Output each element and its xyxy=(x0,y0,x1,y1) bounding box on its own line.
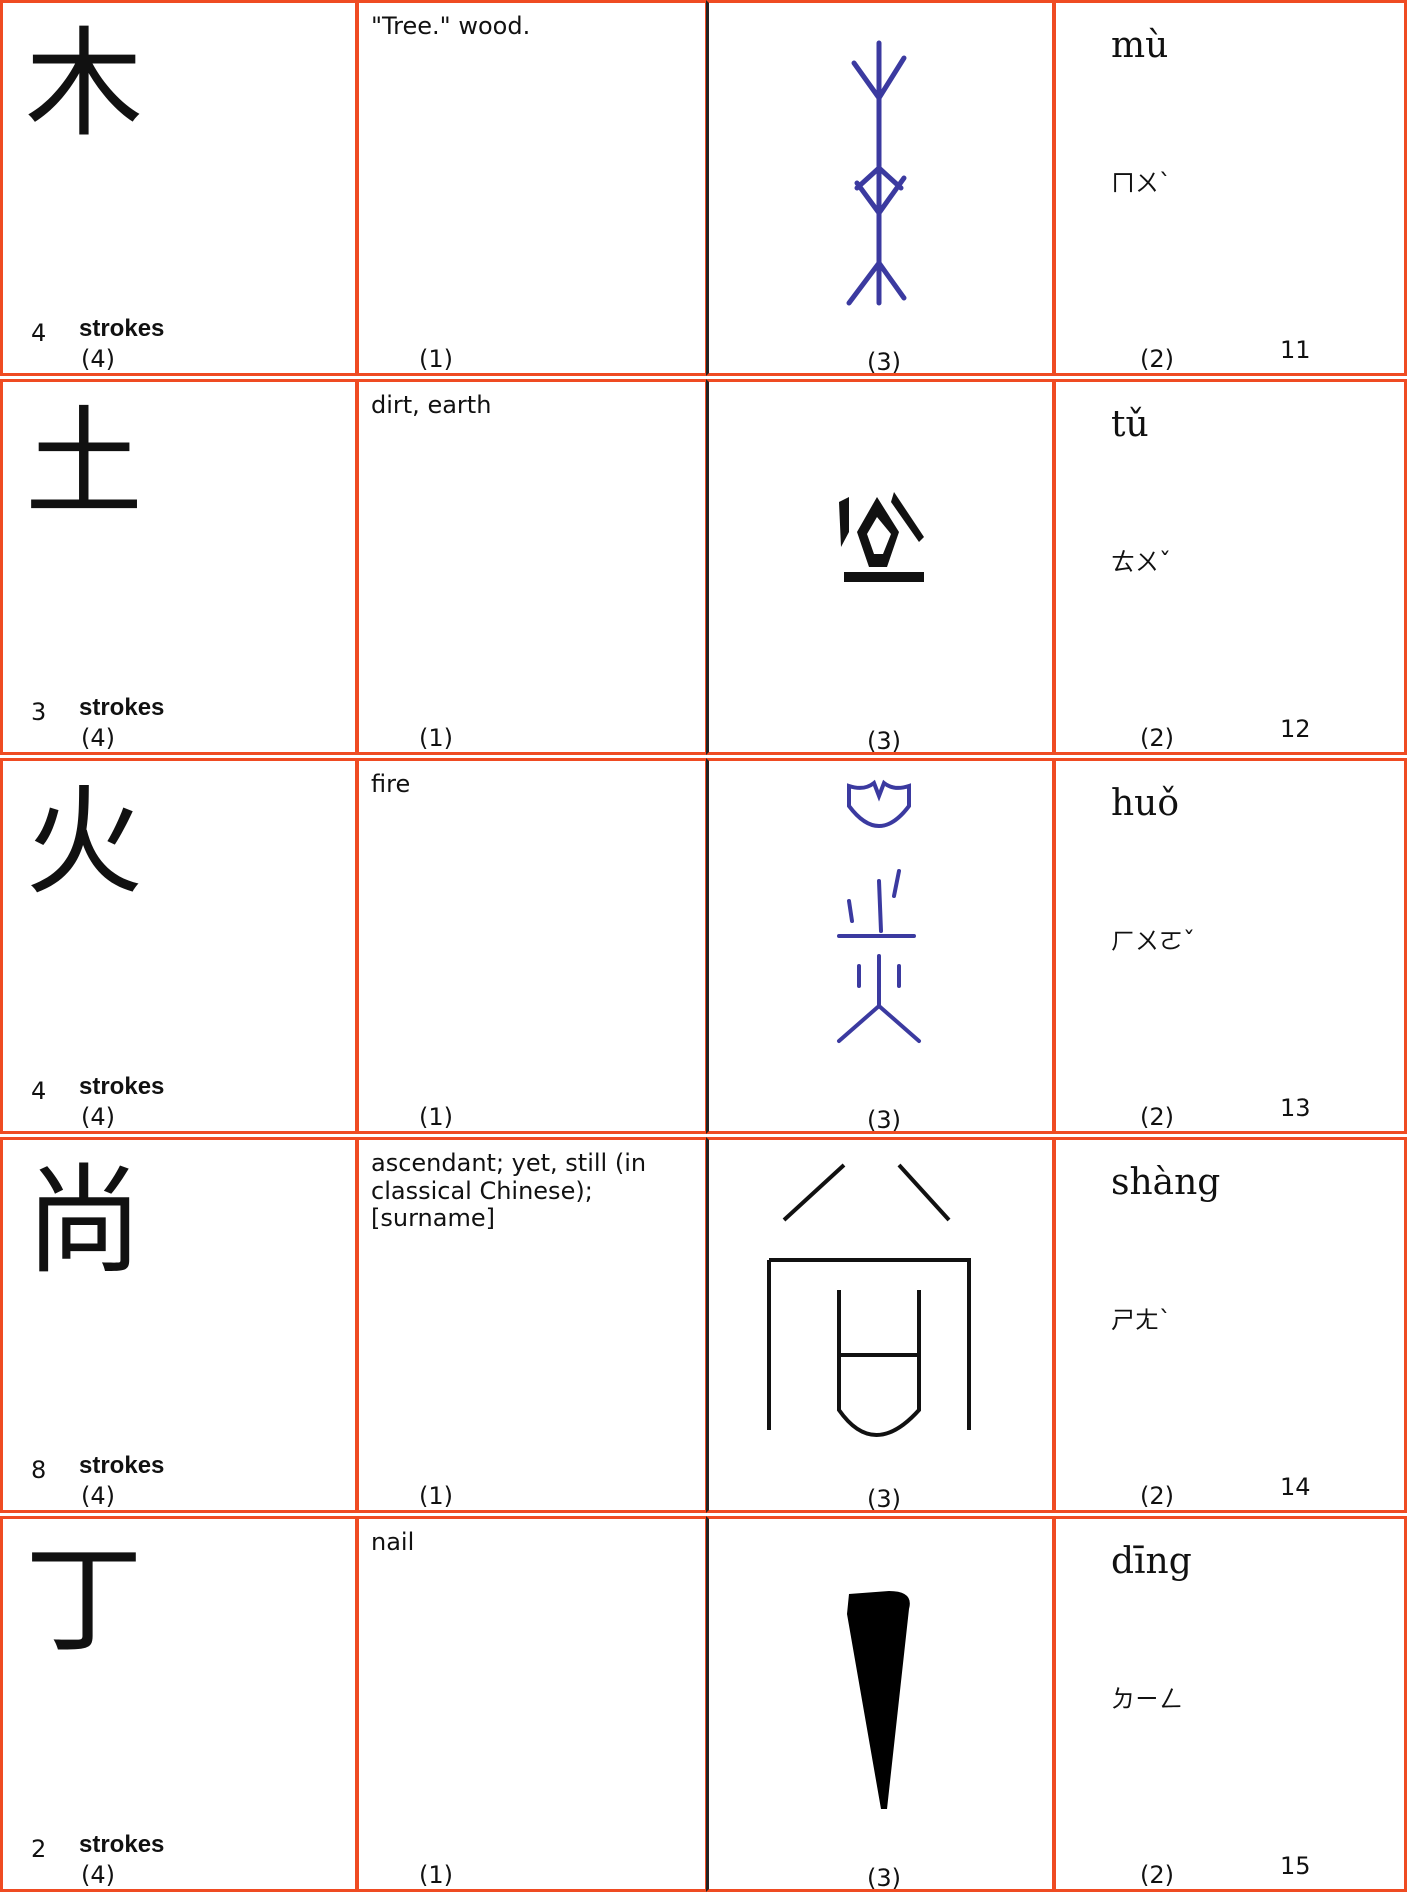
definition: fire xyxy=(371,770,411,798)
entry-row: 丁 2 strokes (4) nail (1) (3) dīng ㄉㄧㄥ (2) 15 xyxy=(0,1516,1407,1892)
character: 尚 xyxy=(25,1152,144,1290)
ancient-glyph xyxy=(837,779,921,1043)
zhuyin: ㄇㄨˋ xyxy=(1111,169,1171,197)
pinyin: huǒ xyxy=(1111,783,1180,824)
character: 木 xyxy=(25,15,144,153)
pinyin: tǔ xyxy=(1111,404,1149,445)
entry-row: 土 3 strokes (4) dirt, earth (1) (3) tǔ ㄊㄨˇ (2) 12 xyxy=(0,379,1407,755)
ref-label: (3) xyxy=(867,1864,901,1892)
ancient-glyph xyxy=(846,40,907,306)
entry-number: 14 xyxy=(1280,1473,1311,1501)
strokes-label: strokes xyxy=(79,694,165,721)
ancient-glyph xyxy=(839,492,924,582)
ref-label: (3) xyxy=(867,348,901,376)
strokes-label: strokes xyxy=(79,1831,165,1858)
entry-number: 15 xyxy=(1280,1852,1311,1880)
character: 火 xyxy=(25,773,144,911)
definition: nail xyxy=(371,1528,415,1556)
character: 土 xyxy=(25,394,144,532)
strokes-label: strokes xyxy=(79,1073,165,1100)
ancient-glyph-cell: (3) xyxy=(706,1137,1055,1513)
character-cell: 丁 2 strokes (4) xyxy=(0,1516,358,1892)
zhuyin: ㄊㄨˇ xyxy=(1111,548,1171,576)
stroke-count: 2 xyxy=(31,1835,47,1863)
strokes-label: strokes xyxy=(79,1452,165,1479)
stroke-count: 4 xyxy=(31,319,47,347)
ancient-glyph-cell: (3) xyxy=(706,0,1055,376)
entry-row: 尚 8 strokes (4) ascendant; yet, still (in cl… xyxy=(0,1137,1407,1513)
pinyin: mù xyxy=(1111,25,1169,66)
definition: ascendant; yet, still (in classical Chin… xyxy=(371,1149,647,1233)
definition-cell: nail (1) xyxy=(356,1516,708,1892)
definition: dirt, earth xyxy=(371,391,492,419)
ancient-glyph-cell: (3) xyxy=(706,1516,1055,1892)
stroke-count: 8 xyxy=(31,1456,47,1484)
pronunciation-cell: tǔ ㄊㄨˇ (2) 12 xyxy=(1053,379,1407,755)
ref-label: (2) xyxy=(1140,724,1174,752)
character-cell: 火 4 strokes (4) xyxy=(0,758,358,1134)
pronunciation-cell: mù ㄇㄨˋ (2) 11 xyxy=(1053,0,1407,376)
ref-label: (2) xyxy=(1140,345,1174,373)
ref-label: (1) xyxy=(419,1861,453,1889)
zhuyin: ㄉㄧㄥ xyxy=(1111,1685,1183,1713)
ref-label: (3) xyxy=(867,727,901,755)
entry-number: 11 xyxy=(1280,336,1311,364)
ancient-glyph-cell: (3) xyxy=(706,758,1055,1134)
ancient-glyph xyxy=(767,1163,971,1437)
ancient-glyph xyxy=(847,1591,910,1809)
pinyin: shàng xyxy=(1111,1162,1221,1203)
definition-cell: dirt, earth (1) xyxy=(356,379,708,755)
strokes-label: strokes xyxy=(79,315,165,342)
ref-label: (3) xyxy=(867,1106,901,1134)
character-cell: 尚 8 strokes (4) xyxy=(0,1137,358,1513)
ref-label: (2) xyxy=(1140,1861,1174,1889)
ref-label: (4) xyxy=(81,345,115,373)
definition-cell: ascendant; yet, still (in classical Chin… xyxy=(356,1137,708,1513)
ref-label: (4) xyxy=(81,724,115,752)
pinyin: dīng xyxy=(1111,1541,1192,1582)
ref-label: (4) xyxy=(81,1482,115,1510)
character-cell: 土 3 strokes (4) xyxy=(0,379,358,755)
definition: "Tree." wood. xyxy=(371,12,531,40)
ref-label: (4) xyxy=(81,1861,115,1889)
ref-label: (1) xyxy=(419,345,453,373)
ref-label: (1) xyxy=(419,1482,453,1510)
stroke-count: 3 xyxy=(31,698,47,726)
entry-number: 13 xyxy=(1280,1094,1311,1122)
ref-label: (2) xyxy=(1140,1103,1174,1131)
zhuyin: ㄏㄨㄛˇ xyxy=(1111,927,1195,955)
entry-row: 火 4 strokes (4) fire (1) (3) huǒ ㄏㄨㄛˇ (2) 13 xyxy=(0,758,1407,1134)
ref-label: (1) xyxy=(419,1103,453,1131)
ref-label: (4) xyxy=(81,1103,115,1131)
zhuyin: ㄕㄤˋ xyxy=(1111,1306,1171,1334)
pronunciation-cell: huǒ ㄏㄨㄛˇ (2) 13 xyxy=(1053,758,1407,1134)
ref-label: (2) xyxy=(1140,1482,1174,1510)
pronunciation-cell: shàng ㄕㄤˋ (2) 14 xyxy=(1053,1137,1407,1513)
entry-row: 木 4 strokes (4) "Tree." wood. (1) (3) mù ㄇㄨˋ (2) 1… xyxy=(0,0,1407,376)
ref-label: (1) xyxy=(419,724,453,752)
definition-cell: fire (1) xyxy=(356,758,708,1134)
character: 丁 xyxy=(25,1531,144,1669)
definition-cell: "Tree." wood. (1) xyxy=(356,0,708,376)
pronunciation-cell: dīng ㄉㄧㄥ (2) 15 xyxy=(1053,1516,1407,1892)
ref-label: (3) xyxy=(867,1485,901,1513)
character-cell: 木 4 strokes (4) xyxy=(0,0,358,376)
stroke-count: 4 xyxy=(31,1077,47,1105)
entry-number: 12 xyxy=(1280,715,1311,743)
ancient-glyph-cell: (3) xyxy=(706,379,1055,755)
